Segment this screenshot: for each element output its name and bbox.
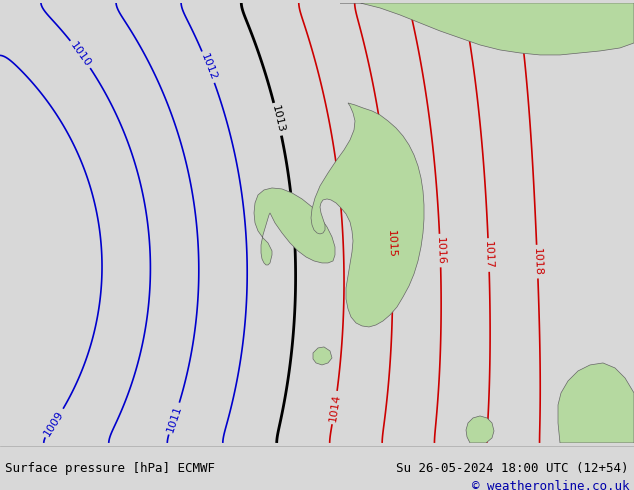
Text: 1014: 1014	[328, 393, 342, 422]
Polygon shape	[558, 363, 634, 443]
Text: 1017: 1017	[483, 241, 494, 269]
Polygon shape	[340, 3, 634, 55]
Text: 1018: 1018	[532, 247, 543, 276]
Polygon shape	[313, 347, 332, 365]
Text: Su 26-05-2024 18:00 UTC (12+54): Su 26-05-2024 18:00 UTC (12+54)	[396, 462, 629, 475]
Text: 1013: 1013	[269, 104, 286, 134]
Text: 1015: 1015	[386, 230, 397, 258]
Text: 1012: 1012	[198, 52, 218, 82]
Text: 1011: 1011	[165, 404, 183, 434]
Text: Surface pressure [hPa] ECMWF: Surface pressure [hPa] ECMWF	[5, 462, 215, 475]
Text: 1009: 1009	[42, 409, 66, 438]
Text: © weatheronline.co.uk: © weatheronline.co.uk	[472, 480, 629, 490]
Text: 1010: 1010	[68, 40, 93, 69]
Polygon shape	[466, 416, 494, 443]
Text: 1016: 1016	[435, 236, 446, 265]
Polygon shape	[311, 103, 424, 327]
Polygon shape	[254, 188, 335, 265]
